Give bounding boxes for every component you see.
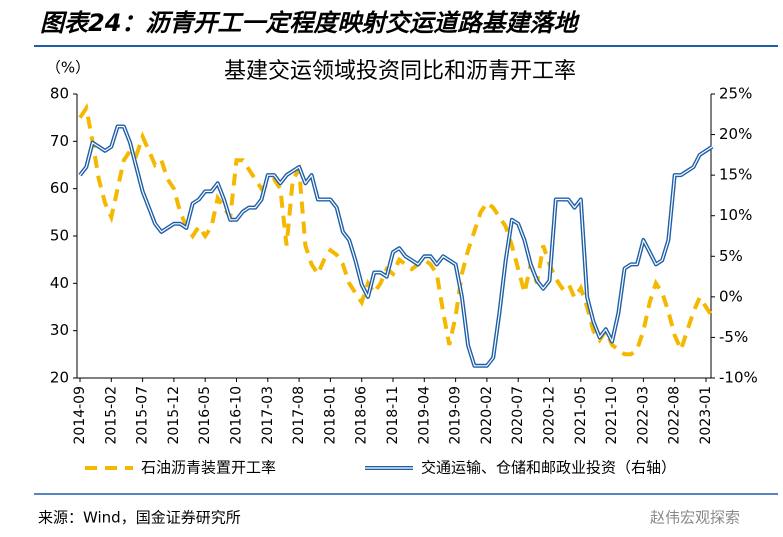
line-series-inner	[79, 125, 713, 367]
watermark: 赵伟宏观探索	[650, 509, 740, 527]
y-tick-label: 70	[50, 132, 69, 150]
x-tick-label: 2015-07	[135, 386, 151, 445]
y2-tick-label: 5%	[719, 247, 743, 265]
x-tick-label: 2022-08	[667, 386, 683, 445]
y-tick-label: 20	[50, 369, 69, 387]
x-tick-label: 2021-10	[604, 386, 620, 445]
x-tick-label: 2016-10	[229, 386, 245, 445]
x-tick-label: 2014-09	[72, 386, 88, 445]
y-tick-label: 80	[50, 85, 69, 103]
y2-tick-label: 10%	[719, 206, 752, 224]
source: 来源：Wind，国金证券研究所	[38, 509, 241, 527]
x-tick-label: 2019-04	[416, 386, 432, 445]
y2-tick-label: 15%	[719, 166, 752, 184]
y2-tick-label: 20%	[719, 125, 752, 143]
y2-tick-label: 0%	[719, 287, 743, 305]
line-series	[78, 124, 714, 368]
y-tick-label: 50	[50, 227, 69, 245]
x-tick-label: 2020-07	[510, 386, 526, 445]
x-tick-label: 2018-11	[385, 386, 401, 445]
y-tick-label: 30	[50, 321, 69, 339]
x-tick-label: 2018-06	[354, 386, 370, 445]
x-tick-label: 2016-05	[197, 386, 213, 445]
y2-tick-label: -5%	[719, 328, 748, 346]
x-tick-label: 2017-08	[291, 386, 307, 445]
y2-tick-label: 25%	[719, 85, 752, 103]
y-tick-label: 60	[50, 179, 69, 197]
x-tick-label: 2020-02	[479, 386, 495, 445]
x-tick-label: 2020-12	[542, 386, 558, 445]
legend-label: 石油沥青装置开工率	[141, 459, 276, 477]
x-tick-label: 2023-01	[698, 386, 714, 445]
x-tick-label: 2018-01	[322, 386, 338, 445]
page-title: 图表24：沥青开工一定程度映射交运道路基建落地	[40, 9, 580, 37]
x-tick-label: 2021-05	[573, 386, 589, 445]
x-tick-label: 2017-03	[260, 386, 276, 445]
chart-title: 基建交运领域投资同比和沥青开工率	[224, 59, 576, 84]
y2-tick-label: -10%	[719, 369, 758, 387]
x-tick-label: 2015-02	[103, 386, 119, 445]
x-tick-label: 2022-03	[635, 386, 651, 445]
legend-label: 交通运输、仓储和邮政业投资（右轴）	[421, 459, 676, 477]
y-tick-label: 40	[50, 274, 69, 292]
y-axis-label: （%）	[46, 59, 90, 77]
x-tick-label: 2019-09	[448, 386, 464, 445]
x-tick-label: 2015-12	[166, 386, 182, 445]
